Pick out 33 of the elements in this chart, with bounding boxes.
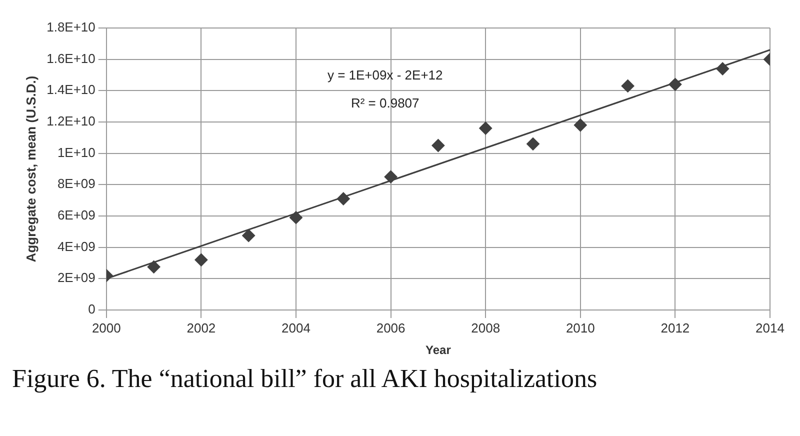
y-tick-label: 2E+09 <box>57 270 96 286</box>
y-tick-label: 1.4E+10 <box>46 82 96 98</box>
y-tick-label: 1E+10 <box>57 144 96 160</box>
annotation: y = 1E+09x - 2E+12 <box>327 68 443 83</box>
y-tick-label: 1.8E+10 <box>46 20 96 35</box>
point <box>147 260 160 274</box>
y-tick-label: 8E+09 <box>57 176 96 192</box>
x-axis-title: Year <box>426 343 452 358</box>
point <box>621 79 634 92</box>
annotation: R² = 0.9807 <box>350 96 420 111</box>
x-tick-label: 2012 <box>660 320 690 336</box>
x-tick-label: 2010 <box>566 320 595 336</box>
point <box>432 139 445 152</box>
x-tick-label: 2006 <box>376 320 406 336</box>
point <box>194 253 208 266</box>
point <box>479 122 492 135</box>
point <box>384 170 398 184</box>
point <box>242 229 256 242</box>
y-tick-label: 1.6E+10 <box>46 50 96 66</box>
y-tick-label: 4E+09 <box>57 238 96 254</box>
x-tick-label: 2014 <box>756 320 784 336</box>
x-tick-label: 2000 <box>92 320 121 336</box>
caption: Figure 6. The “national bill” for all AKI hospitalizations <box>12 364 598 394</box>
x-tick-label: 2008 <box>471 320 500 336</box>
point <box>526 137 540 150</box>
x-tick-label: 2002 <box>186 320 216 336</box>
y-tick-label: 1.2E+10 <box>46 114 96 129</box>
y-axis-title: Aggregate cost, mean (U.S.D.) <box>23 76 38 262</box>
y-tick-label: 0 <box>88 302 96 317</box>
x-tick-label: 2004 <box>282 320 310 336</box>
point <box>289 211 302 224</box>
y-tick-label: 6E+09 <box>57 208 96 223</box>
point <box>574 118 587 132</box>
